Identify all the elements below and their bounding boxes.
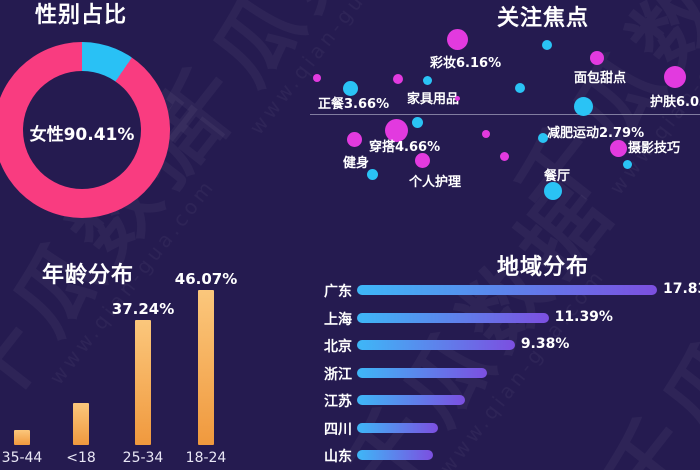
age-category-label: <18: [66, 450, 96, 466]
focus-bubble: [393, 74, 403, 84]
focus-bubble-label: 护肤6.03%: [650, 95, 700, 110]
gender-chart-title: 性别占比: [35, 3, 128, 28]
age-bar-18-24: [198, 290, 214, 445]
region-label-北京: 北京: [324, 339, 352, 355]
focus-bubble-餐厅: [544, 182, 562, 200]
region-label-广东: 广东: [324, 284, 352, 300]
focus-bubble-家具用品: [422, 75, 432, 85]
focus-bubble-个人护理: [414, 152, 430, 168]
region-label-四川: 四川: [324, 421, 352, 438]
focus-chart-title: 关注焦点: [497, 6, 590, 31]
region-bar-山东: [357, 450, 433, 460]
focus-bubble: [542, 40, 552, 50]
focus-bubble: [366, 168, 378, 180]
age-chart-title: 年龄分布: [42, 263, 135, 288]
focus-axis-line: [310, 114, 700, 115]
region-bar-广东: [357, 285, 657, 295]
focus-bubble-label: 正餐3.66%: [318, 97, 390, 112]
focus-bubble-label: 彩妆6.16%: [430, 56, 502, 71]
focus-bubble-label: 健身: [343, 156, 370, 171]
focus-bubble-穿搭: [384, 118, 408, 142]
age-bar-<18: [73, 402, 89, 445]
focus-bubble-减肥运动: [573, 96, 593, 116]
region-value-label: 17.83%: [663, 281, 700, 297]
age-value-label: 46.07%: [174, 270, 238, 288]
region-label-江苏: 江苏: [324, 394, 352, 410]
region-chart-title: 地域分布: [497, 255, 590, 280]
age-bar-25-34: [135, 319, 151, 445]
focus-bubble: [313, 74, 321, 82]
watermark-brand: 千瓜数据: [495, 0, 700, 236]
focus-bubble-健身: [346, 131, 362, 147]
focus-bubble-label: 面包甜点: [574, 71, 627, 86]
focus-bubble-摄影技巧: [609, 139, 627, 157]
gender-donut-hole: [23, 71, 141, 189]
focus-bubble: [499, 151, 509, 161]
age-category-label: 35-44: [1, 450, 43, 466]
focus-bubble: [515, 83, 525, 93]
region-bar-北京: [357, 340, 515, 350]
region-bar-浙江: [357, 367, 487, 378]
age-value-label: 37.24%: [111, 299, 175, 318]
watermark-site: www.qian-gua.com: [659, 227, 700, 470]
region-value-label: 11.39%: [554, 308, 613, 325]
gender-center-label: 女性90.41%: [29, 125, 135, 145]
focus-bubble: [454, 95, 460, 101]
focus-bubble-label: 个人护理: [409, 175, 462, 190]
age-bar-35-44: [14, 429, 30, 445]
focus-bubble-label: 摄影技巧: [628, 141, 681, 156]
focus-bubble-label: 家具用品: [407, 92, 460, 107]
region-label-浙江: 浙江: [324, 366, 352, 383]
focus-bubble-护肤: [664, 66, 686, 88]
focus-bubble: [622, 159, 632, 169]
region-value-label: 9.38%: [520, 336, 570, 352]
age-category-label: 18-24: [185, 450, 227, 466]
region-bar-江苏: [357, 395, 465, 405]
focus-bubble-label: 穿搭4.66%: [369, 140, 441, 155]
focus-bubble-面包甜点: [590, 51, 604, 65]
age-category-label: 25-34: [122, 450, 164, 466]
focus-bubble-label: 减肥运动2.79%: [547, 126, 645, 141]
focus-bubble-label: 餐厅: [544, 169, 571, 184]
region-bar-上海: [357, 312, 549, 323]
gender-donut-chart: 女性90.41%: [0, 42, 170, 218]
region-label-上海: 上海: [324, 311, 352, 328]
region-label-山东: 山东: [324, 449, 352, 465]
focus-bubble: [411, 116, 423, 128]
region-bar-四川: [357, 422, 438, 433]
focus-bubble-彩妆: [446, 28, 468, 50]
focus-bubble-正餐: [342, 80, 358, 96]
focus-bubble: [482, 130, 490, 138]
focus-bubble: [538, 133, 548, 143]
